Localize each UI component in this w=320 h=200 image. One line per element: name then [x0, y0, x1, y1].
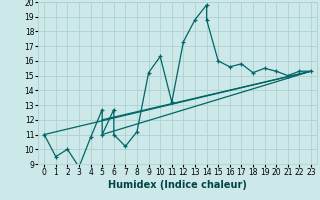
X-axis label: Humidex (Indice chaleur): Humidex (Indice chaleur)	[108, 180, 247, 190]
